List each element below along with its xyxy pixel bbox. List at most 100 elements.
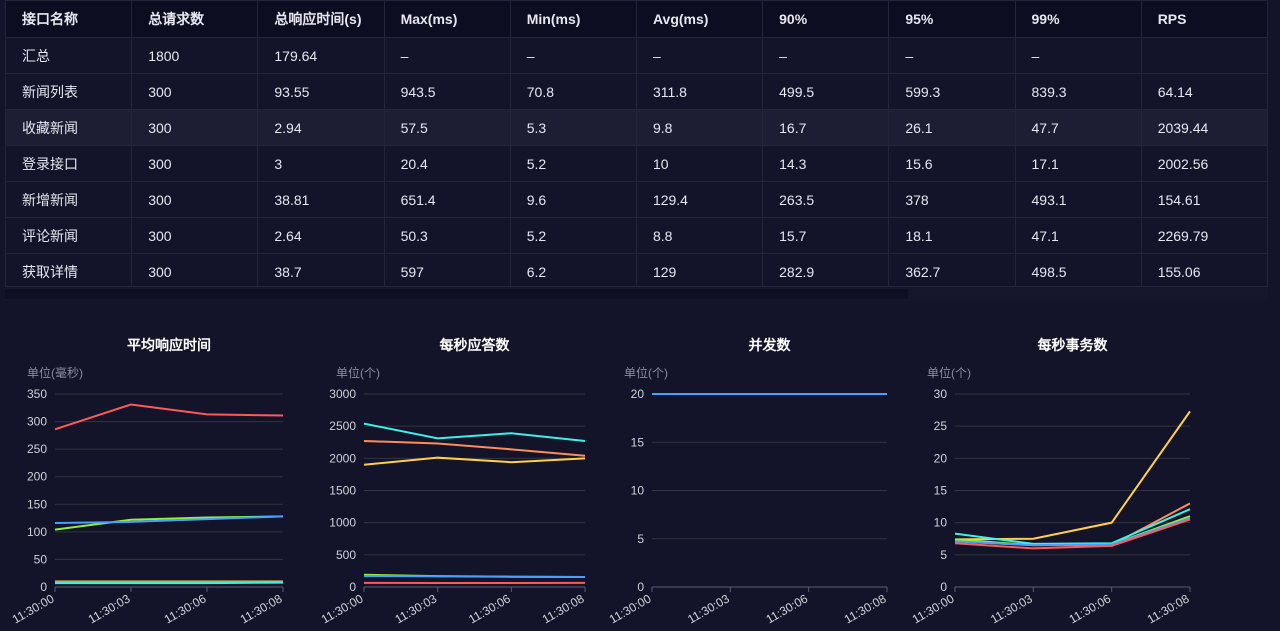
column-header: Min(ms) <box>509 0 637 38</box>
x-tick-label: 11:30:08 <box>1145 591 1192 626</box>
table-cell: 64.14 <box>1140 73 1269 110</box>
y-tick-label: 5 <box>940 548 947 562</box>
y-tick-label: 0 <box>637 580 644 594</box>
y-tick-label: 15 <box>631 435 645 449</box>
table-cell <box>1140 37 1269 74</box>
table-cell: 5.2 <box>509 217 637 254</box>
y-axis-unit-label: 单位(毫秒) <box>27 365 83 380</box>
y-tick-label: 250 <box>27 442 47 456</box>
series-line[interactable] <box>363 439 586 457</box>
y-tick-label: 2000 <box>329 451 356 465</box>
table-cell: 300 <box>131 217 259 254</box>
table-cell: 362.7 <box>888 253 1016 290</box>
table-row[interactable]: 获取详情 300 38.7 597 6.2 129 282.9 362.7 498.5 155.0… <box>4 253 1269 290</box>
table-cell: – <box>635 37 764 74</box>
table-row[interactable]: 收藏新闻 300 2.94 57.5 5.3 9.8 16.7 26.1 47.7 2039.44 <box>4 109 1269 146</box>
column-header: Avg(ms) <box>635 0 764 38</box>
y-tick-label: 0 <box>940 580 947 594</box>
table-cell: 新闻列表 <box>4 73 133 110</box>
chart-title: 平均响应时间 <box>127 337 211 353</box>
chart-title: 每秒事务数 <box>1038 337 1109 353</box>
table-cell: 300 <box>131 73 259 110</box>
table-row[interactable]: 登录接口 300 3 20.4 5.2 10 14.3 15.6 17.1 2002.56 <box>4 145 1269 182</box>
table-cell: 9.8 <box>635 109 764 146</box>
table-cell: – <box>888 37 1016 74</box>
table-cell: 2.64 <box>257 217 385 254</box>
series-line[interactable] <box>55 581 284 585</box>
x-tick-label: 11:30:08 <box>842 591 889 626</box>
series-line[interactable] <box>954 518 1191 550</box>
table-cell: 汇总 <box>4 37 133 74</box>
table-cell: – <box>762 37 890 74</box>
series-line[interactable] <box>54 403 284 431</box>
table-row[interactable]: 汇总 1800 179.64– – – – – – <box>4 37 1269 74</box>
x-tick-label: 11:30:00 <box>319 591 366 626</box>
table-cell: 8.8 <box>635 217 764 254</box>
x-tick-label: 11:30:08 <box>238 591 285 626</box>
x-tick-label: 11:30:03 <box>685 591 732 626</box>
table-cell: 179.64 <box>257 37 385 74</box>
table-row[interactable]: 评论新闻 300 2.64 50.3 5.2 8.8 15.7 18.1 47.1 2269.79 <box>4 217 1269 254</box>
x-tick-label: 11:30:00 <box>10 591 57 626</box>
series-line[interactable] <box>954 410 1191 541</box>
y-tick-label: 1000 <box>329 516 356 530</box>
column-header: 99% <box>1014 0 1142 38</box>
y-tick-label: 50 <box>34 552 48 566</box>
table-cell: 129 <box>635 253 764 290</box>
table-cell: 839.3 <box>1014 73 1142 110</box>
table-cell: 300 <box>131 109 259 146</box>
table-cell: 16.7 <box>762 109 890 146</box>
table-cell: 登录接口 <box>4 145 133 182</box>
table-cell: 300 <box>131 145 259 182</box>
table-cell: 20.4 <box>383 145 511 182</box>
chart-title: 每秒应答数 <box>440 337 511 353</box>
table-cell: 收藏新闻 <box>4 109 133 146</box>
y-tick-label: 10 <box>631 484 645 498</box>
y-tick-label: 350 <box>27 387 47 401</box>
table-cell: – <box>383 37 511 74</box>
api-stats-table: 接口名称 总请求数 总响应时间(s) Max(ms) Min(ms) Avg(ms) 90%… <box>4 0 1269 290</box>
table-cell: 154.61 <box>1140 181 1269 218</box>
table-cell: 651.4 <box>383 181 511 218</box>
table-cell: 2269.79 <box>1140 217 1269 254</box>
table-cell: 597 <box>383 253 511 290</box>
y-tick-label: 150 <box>27 497 47 511</box>
column-header: 总请求数 <box>131 0 259 38</box>
x-tick-label: 11:30:08 <box>540 591 587 626</box>
table-row[interactable]: 新闻列表 300 93.55 943.5 70.8 311.8 499.5 599.3 839.… <box>4 73 1269 110</box>
y-tick-label: 300 <box>27 415 47 429</box>
y-tick-label: 5 <box>637 532 644 546</box>
y-tick-label: 30 <box>934 387 948 401</box>
series-line[interactable] <box>954 517 1191 547</box>
table-cell: 9.6 <box>509 181 637 218</box>
table-cell: 47.7 <box>1014 109 1142 146</box>
x-tick-label: 11:30:06 <box>162 591 209 626</box>
table-cell: 282.9 <box>762 253 890 290</box>
table-row[interactable]: 新增新闻 300 38.81 651.4 9.6 129.4 263.5 378 493.1 15… <box>4 181 1269 218</box>
table-cell: 10 <box>635 145 764 182</box>
y-tick-label: 3000 <box>329 387 356 401</box>
table-cell: 38.7 <box>257 253 385 290</box>
table-cell: 47.1 <box>1014 217 1142 254</box>
x-tick-label: 11:30:06 <box>763 591 810 626</box>
y-axis-unit-label: 单位(个) <box>336 365 380 380</box>
table-cell: 38.81 <box>257 181 385 218</box>
series-line[interactable] <box>363 575 586 579</box>
x-tick-label: 11:30:00 <box>910 591 957 626</box>
column-header: 总响应时间(s) <box>257 0 385 38</box>
table-cell: 1800 <box>131 37 259 74</box>
series-line[interactable] <box>954 508 1191 545</box>
y-tick-label: 500 <box>336 548 356 562</box>
series-line[interactable] <box>363 422 586 442</box>
column-header: 接口名称 <box>4 0 133 38</box>
series-line[interactable] <box>363 456 586 466</box>
series-line[interactable] <box>54 515 284 525</box>
table-cell: 新增新闻 <box>4 181 133 218</box>
table-cell: 2.94 <box>257 109 385 146</box>
y-axis-unit-label: 单位(个) <box>927 365 971 380</box>
scrollbar-thumb[interactable] <box>5 289 908 299</box>
horizontal-scrollbar[interactable] <box>5 286 1268 301</box>
x-tick-label: 11:30:00 <box>607 591 654 626</box>
